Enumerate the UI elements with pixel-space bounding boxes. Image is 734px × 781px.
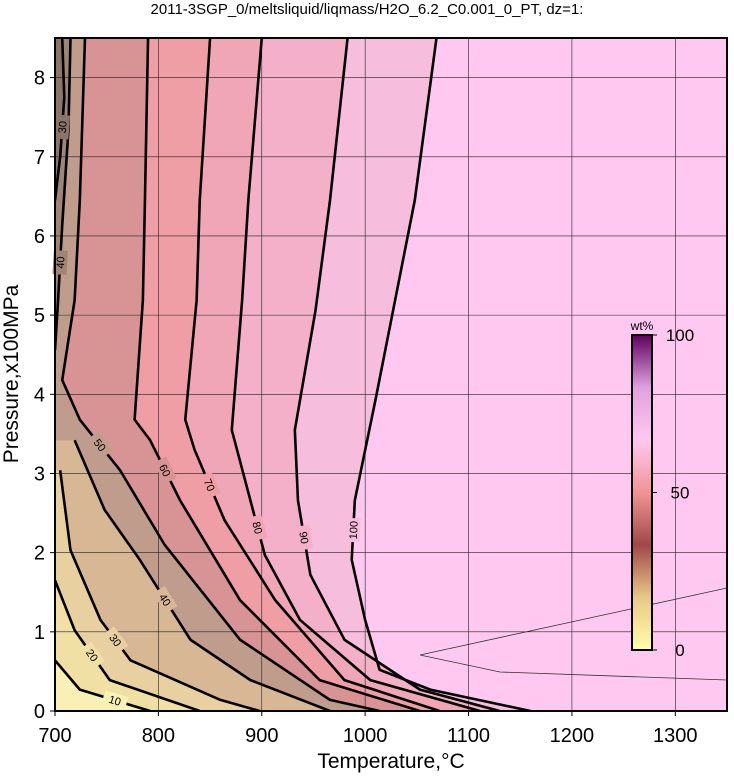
colorbar: wt% 0 50 100: [630, 319, 695, 660]
contour-fill: [55, 580, 200, 711]
x-tick-label: 900: [245, 725, 278, 747]
contour-label-bg: [153, 456, 177, 485]
contour-label-bg: [79, 641, 105, 670]
contour-label: 70: [201, 477, 217, 493]
contour-label-group: 40: [152, 585, 178, 614]
contour-label: 90: [296, 531, 310, 545]
contour-label: 40: [156, 592, 173, 609]
x-tick-label: 700: [38, 725, 71, 747]
contour-line: [230, 38, 481, 711]
contour-label-bg: [87, 431, 113, 459]
contour-label: 10: [107, 694, 122, 709]
y-tick-label: 0: [34, 701, 45, 723]
contour-label: 100: [348, 521, 361, 540]
contour-label-bg: [152, 585, 178, 614]
contour-label-group: 30: [54, 114, 71, 140]
plot-frame: [54, 37, 728, 712]
contour-label-group: 60: [153, 456, 177, 485]
contour-label-group: 10: [101, 690, 129, 711]
contour-label: 40: [55, 256, 68, 269]
contour-line: [293, 38, 500, 711]
contour-line: [55, 659, 151, 711]
x-tick-label: 1100: [447, 725, 490, 747]
contour-line: [55, 38, 72, 351]
chart-title: 2011-3SGP_0/meltsliquid/liqmass/H2O_6.2_…: [151, 1, 584, 18]
contour-labels: 100 90 80 70 60 50 40 30 20 10 40 30: [52, 114, 361, 711]
contour-label-bg: [52, 250, 68, 275]
y-axis-label: Pressure,x100MPa: [0, 284, 23, 463]
colorbar-label: wt%: [630, 319, 654, 333]
contour-label-bg: [247, 514, 268, 542]
contour-label: 30: [57, 121, 70, 134]
contour-fill: [55, 38, 380, 711]
y-tick-label: 3: [34, 463, 45, 485]
y-tick-label: 6: [34, 226, 45, 248]
contour-line: [183, 38, 440, 711]
y-tick-label: 8: [34, 68, 45, 90]
phase-boundary: [419, 587, 727, 681]
x-tick-label: 1200: [550, 725, 595, 747]
colorbar-tick-label: 100: [666, 326, 694, 345]
y-tick-label: 5: [34, 305, 45, 327]
contour-label-group: 90: [295, 524, 314, 551]
contour-fill: [55, 38, 71, 711]
contour-label: 50: [91, 437, 108, 454]
contour-label-bg: [198, 471, 221, 499]
contour-label: 60: [156, 463, 172, 479]
contour-fill: [55, 470, 260, 711]
contour-label-bg: [54, 114, 71, 140]
contour-line: [133, 38, 421, 711]
contour-label: 80: [249, 521, 264, 536]
x-tick-label: 1000: [343, 725, 388, 747]
contour-label-group: 40: [52, 250, 68, 275]
x-tick-label: 1300: [653, 725, 698, 747]
y-tick-label: 7: [34, 147, 45, 169]
contour-label-bg: [102, 626, 129, 654]
contour-label-group: 30: [102, 626, 129, 654]
contour-label-group: 20: [79, 641, 105, 670]
contour-label-group: 100: [345, 517, 361, 543]
y-tick-label: 1: [34, 622, 45, 644]
contour-label-bg: [345, 517, 361, 543]
colorbar-tick-label: 50: [671, 484, 690, 503]
colorbar-scale: [631, 334, 653, 651]
contour-label: 20: [83, 647, 100, 664]
contour-lines: [55, 38, 531, 711]
contour-fill: [55, 660, 151, 711]
y-tick-label: 4: [34, 384, 45, 406]
x-tick-label: 800: [142, 725, 175, 747]
y-tick-label: 2: [34, 543, 45, 565]
contour-label-group: 70: [198, 471, 221, 499]
colorbar-tick-label: 0: [675, 641, 684, 660]
contour-fills: [55, 38, 531, 711]
x-axis-label: Temperature,°C: [317, 750, 464, 773]
contour-label-bg: [295, 524, 314, 551]
contour-label-group: 50: [87, 431, 113, 459]
contour-label-bg: [101, 690, 129, 711]
contour-label: 30: [106, 632, 123, 649]
contour-label-group: 80: [247, 514, 268, 542]
